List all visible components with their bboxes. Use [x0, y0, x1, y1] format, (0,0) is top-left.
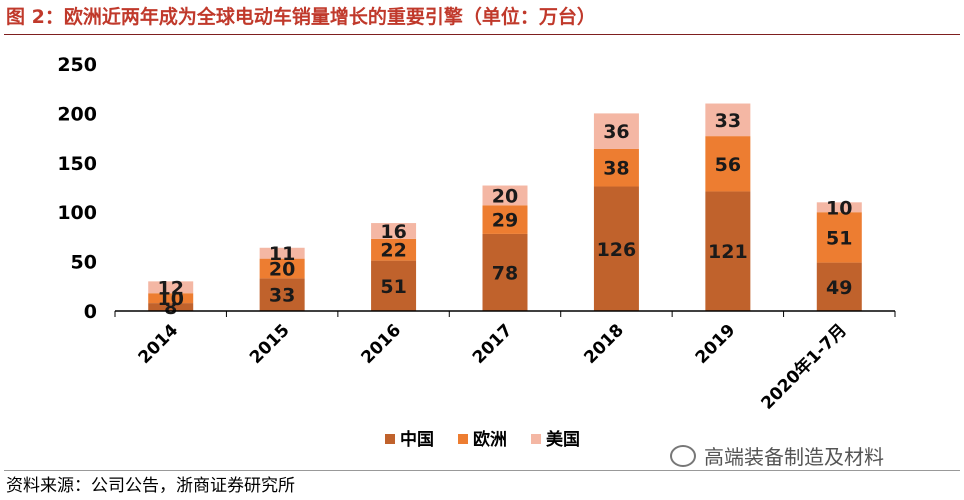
y-tick-label: 150 [57, 153, 97, 175]
x-tick-label: 2020年1-7月 [757, 320, 851, 414]
y-axis: 0 50 100 150 200 250 [57, 54, 97, 323]
x-tick-label: 2015 [246, 320, 294, 368]
data-label: 33 [715, 110, 741, 132]
y-tick-label: 0 [84, 301, 97, 323]
legend-label: 美国 [546, 429, 580, 450]
bar-segment [482, 185, 528, 206]
legend-label: 欧洲 [473, 429, 507, 450]
data-label: 49 [826, 277, 852, 299]
source-divider [4, 470, 960, 471]
data-label: 10 [826, 197, 852, 219]
data-label: 78 [492, 262, 518, 284]
data-label: 38 [603, 158, 629, 180]
data-label: 16 [380, 221, 406, 243]
source-note: 资料来源：公司公告，浙商证券研究所 [6, 476, 295, 496]
y-tick-label: 200 [57, 103, 97, 125]
watermark-text: 高端装备制造及材料 [704, 445, 884, 469]
bar-segment [259, 258, 305, 279]
bar-segment [593, 148, 639, 187]
bar-segment [816, 202, 862, 213]
data-label: 33 [269, 285, 295, 307]
legend-label: 中国 [400, 429, 434, 450]
data-label: 22 [380, 240, 406, 262]
bar-segment [816, 262, 862, 311]
x-tick-label: 2017 [469, 320, 517, 368]
bar-segment [482, 205, 528, 234]
bar-segment [371, 260, 417, 311]
bar-segment [482, 233, 528, 311]
y-tick-label: 100 [57, 202, 97, 224]
bar-segment [593, 186, 639, 311]
bar-segment [259, 278, 305, 311]
data-label: 126 [597, 239, 637, 261]
x-tick-label: 2014 [135, 320, 183, 368]
bar-segment [371, 238, 417, 261]
data-label: 12 [157, 277, 183, 299]
legend-swatch [458, 434, 468, 444]
watermark: 高端装备制造及材料 [670, 444, 884, 470]
data-label: 20 [269, 259, 295, 281]
y-tick-label: 50 [71, 252, 97, 274]
bar-segment [259, 247, 305, 259]
chart-title: 图 2：欧洲近两年成为全球电动车销量增长的重要引擎（单位：万台） [6, 6, 596, 28]
x-tick-label: 2018 [580, 320, 628, 368]
data-label: 121 [708, 241, 748, 263]
wechat-icon [670, 445, 696, 467]
y-tick-label: 250 [57, 54, 97, 76]
data-label: 29 [492, 210, 518, 232]
bar-segment [705, 136, 751, 192]
x-tick-label: 2019 [692, 320, 740, 368]
x-axis: 2014 2015 2016 2017 2018 2019 2020年1-7月 [114, 310, 896, 414]
bar-segment [705, 191, 751, 311]
data-label: 51 [826, 227, 852, 249]
data-label: 20 [492, 185, 518, 207]
x-tick-label: 2016 [357, 320, 405, 368]
bar-segment [593, 113, 639, 149]
legend-swatch [385, 434, 395, 444]
bar-segment [148, 293, 194, 304]
data-label: 51 [380, 276, 406, 298]
data-label: 11 [269, 243, 295, 265]
data-label: 10 [157, 288, 183, 310]
bar-segment [148, 303, 194, 311]
title-divider [4, 34, 960, 35]
data-label: 56 [715, 154, 741, 176]
legend: 中国 欧洲 美国 [385, 429, 580, 450]
legend-swatch [531, 434, 541, 444]
bar-segment [148, 281, 194, 294]
data-label: 36 [603, 121, 629, 143]
bar-segment [371, 223, 417, 239]
bar-segment [705, 103, 751, 137]
bar-segment [816, 212, 862, 263]
